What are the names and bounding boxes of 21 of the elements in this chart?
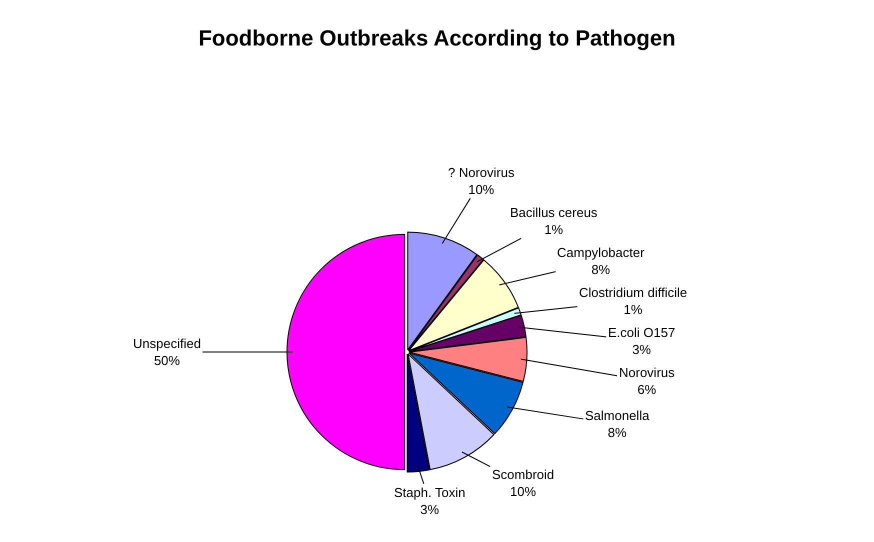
slice-label: Scombroid bbox=[492, 467, 554, 482]
slice-label: E.coli O157 bbox=[608, 325, 676, 340]
slice-label: Campylobacter bbox=[557, 245, 646, 260]
data-label: 3% bbox=[632, 342, 652, 357]
data-label: 8% bbox=[591, 262, 611, 277]
data-label: 10% bbox=[468, 182, 495, 197]
data-label: 3% bbox=[420, 502, 440, 517]
slice-label: Norovirus bbox=[619, 365, 676, 380]
slice-label: Bacillus cereus bbox=[510, 205, 598, 220]
slice-label: Unspecified bbox=[133, 336, 201, 351]
chart-title: Foodborne Outbreaks According to Pathogen bbox=[198, 26, 676, 51]
data-label: 1% bbox=[544, 222, 564, 237]
slice-label: Staph. Toxin bbox=[394, 485, 466, 500]
data-label: 6% bbox=[637, 382, 657, 397]
slice-label: Salmonella bbox=[585, 408, 650, 423]
slice-label: ? Norovirus bbox=[448, 165, 515, 180]
slice-label: Clostridium difficile bbox=[579, 285, 688, 300]
data-label: 50% bbox=[154, 352, 180, 368]
data-label: 1% bbox=[624, 302, 643, 317]
data-label: 10% bbox=[510, 484, 537, 499]
data-label: 8% bbox=[608, 424, 627, 440]
